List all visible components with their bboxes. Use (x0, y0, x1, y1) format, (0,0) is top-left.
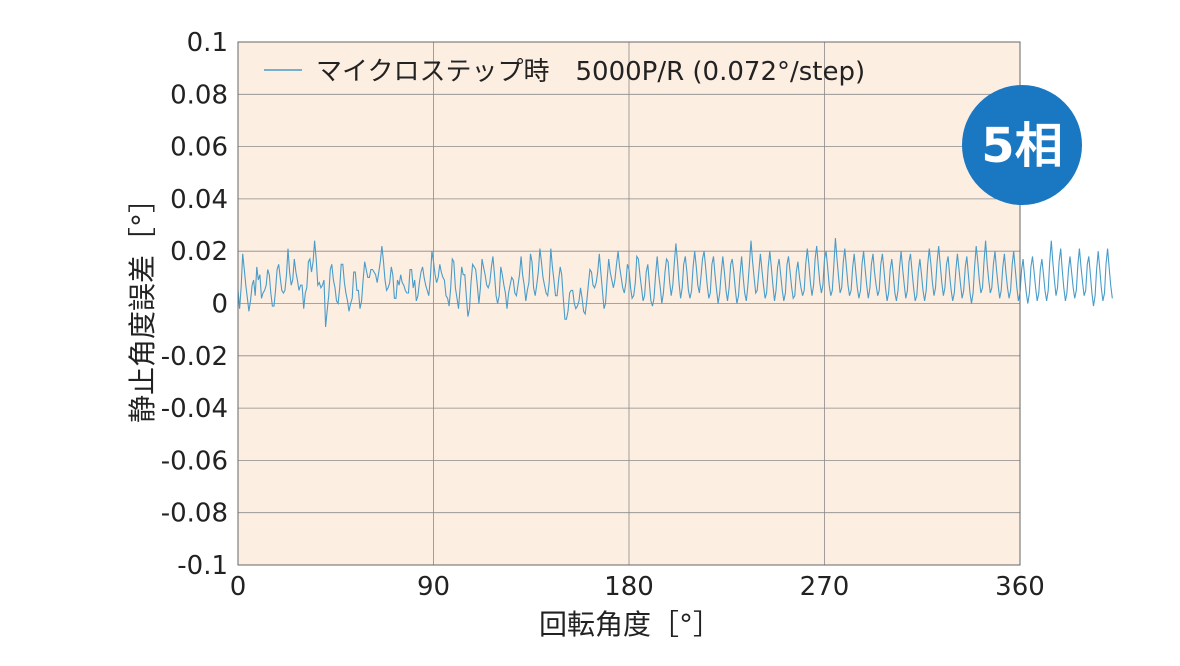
y-tick-label: 0.1 (187, 28, 228, 58)
plot-frame (237, 41, 1021, 566)
y-tick-label: -0.04 (161, 394, 228, 424)
y-tick-label: -0.06 (161, 446, 228, 476)
y-tick-label: 0.08 (170, 80, 228, 110)
y-tick-labels: 0.1 0.08 0.06 0.04 0.02 0 -0.02 -0.04 -0.06 -0.08… (161, 28, 228, 581)
series-line (237, 238, 1113, 328)
y-tick-label: 0.06 (170, 133, 228, 163)
y-tick-label: -0.08 (161, 499, 228, 529)
phase-badge: 5相 (962, 85, 1082, 205)
y-tick-label: 0.02 (170, 237, 228, 267)
x-tick-label: 270 (800, 572, 850, 602)
x-tick-labels: 0 90 180 270 360 (230, 572, 1045, 602)
x-tick-label: 360 (995, 572, 1045, 602)
y-axis-title: 静止角度誤差［°］ (126, 185, 159, 423)
badge-circle (962, 85, 1082, 205)
x-tick-label: 0 (230, 572, 247, 602)
badge-label: 5相 (981, 118, 1062, 174)
legend-label: マイクロステップ時 5000P/R (0.072°/step) (316, 57, 865, 87)
y-tick-label: 0 (211, 290, 228, 320)
y-tick-label: -0.1 (177, 551, 228, 581)
x-tick-label: 90 (417, 572, 450, 602)
legend: マイクロステップ時 5000P/R (0.072°/step) (264, 57, 865, 87)
x-axis-title: 回転角度［°］ (539, 608, 721, 641)
y-tick-label: 0.04 (170, 185, 228, 215)
y-tick-label: -0.02 (161, 342, 228, 372)
x-tick-label: 180 (604, 572, 654, 602)
